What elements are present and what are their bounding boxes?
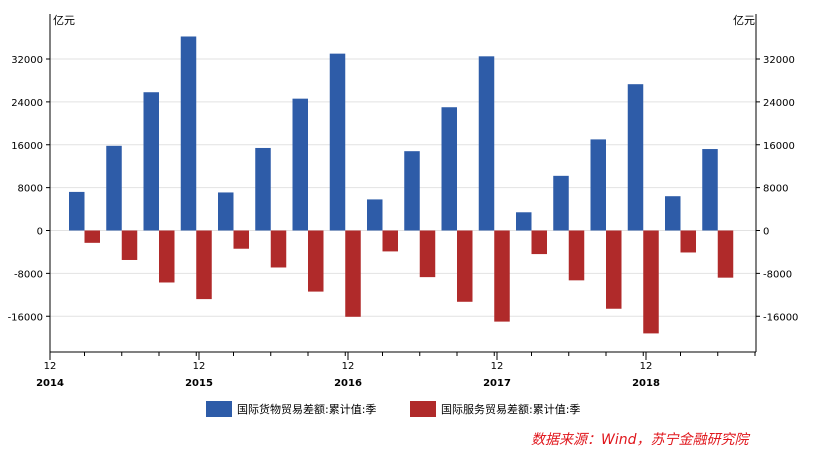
- year-label: 2018: [632, 378, 660, 389]
- goods-bar: [367, 199, 383, 231]
- x-tick-label: 12: [44, 361, 57, 372]
- goods-bar: [516, 212, 532, 231]
- legend-label-services: 国际服务贸易差额:累计值:季: [441, 402, 580, 416]
- y-tick-label-right: -8000: [763, 269, 792, 280]
- y-tick-label-right: 0: [763, 227, 769, 238]
- services-bar: [494, 230, 510, 322]
- goods-bar: [665, 196, 681, 231]
- services-bar: [308, 230, 324, 292]
- y-tick-label-right: 8000: [763, 184, 788, 195]
- y-tick-label-right: -16000: [763, 312, 798, 323]
- legend-swatch-services: [410, 401, 436, 417]
- goods-bar: [218, 192, 234, 231]
- goods-bar: [478, 56, 495, 231]
- legend-swatch-goods: [206, 401, 232, 417]
- goods-bar: [404, 151, 420, 231]
- year-label: 2015: [185, 378, 213, 389]
- legend-label-goods: 国际货物贸易差额:累计值:季: [237, 402, 376, 416]
- y-tick-label-left: 0: [37, 227, 43, 238]
- goods-bar: [702, 149, 718, 231]
- services-bar: [717, 230, 734, 278]
- services-bar: [345, 230, 361, 317]
- goods-bar: [590, 139, 606, 231]
- x-tick-label: 12: [193, 361, 206, 372]
- y-axis-unit-left: 亿元: [53, 14, 75, 27]
- year-label: 2016: [334, 378, 362, 389]
- goods-bar: [627, 84, 644, 231]
- services-bar: [457, 230, 473, 302]
- services-bar: [159, 230, 175, 283]
- y-tick-label-right: 32000: [763, 55, 795, 66]
- services-bar: [121, 230, 138, 260]
- goods-bar: [553, 175, 569, 231]
- y-tick-label-left: 16000: [11, 141, 43, 152]
- x-tick-label: 12: [491, 361, 504, 372]
- services-bar: [568, 230, 585, 281]
- services-bar: [643, 230, 659, 334]
- year-label: 2017: [483, 378, 511, 389]
- bars: [69, 36, 734, 334]
- goods-bar: [329, 53, 346, 231]
- y-tick-label-right: 16000: [763, 141, 795, 152]
- y-axis-unit-right: 亿元: [733, 14, 755, 27]
- services-bar: [233, 230, 249, 249]
- y-tick-label-left: 32000: [11, 55, 43, 66]
- services-bar: [84, 230, 100, 243]
- services-bar: [196, 230, 212, 300]
- year-label: 2014: [36, 378, 64, 389]
- y-tick-label-left: 24000: [11, 98, 43, 109]
- services-bar: [606, 230, 622, 309]
- goods-bar: [143, 92, 159, 231]
- goods-bar: [106, 145, 122, 231]
- axes: 32000 32000 24000 24000 16000 16000 8000 8000 0 0…: [8, 14, 798, 389]
- y-tick-label-left: -8000: [14, 269, 43, 280]
- goods-bar: [180, 36, 197, 231]
- y-tick-label-right: 24000: [763, 98, 795, 109]
- goods-bar: [255, 147, 271, 231]
- source-note: 数据来源：Wind，苏宁金融研究院: [531, 432, 750, 448]
- services-bar: [270, 230, 287, 268]
- goods-bar: [292, 98, 308, 231]
- legend: 国际货物贸易差额:累计值:季 国际服务贸易差额:累计值:季: [206, 401, 580, 417]
- x-tick-label: 12: [342, 361, 355, 372]
- goods-bar: [69, 191, 85, 231]
- services-bar: [419, 230, 436, 278]
- y-tick-label-left: -16000: [8, 312, 43, 323]
- y-tick-label-left: 8000: [18, 184, 43, 195]
- x-tick-label: 12: [640, 361, 653, 372]
- services-bar: [531, 230, 547, 255]
- services-bar: [680, 230, 696, 253]
- goods-bar: [441, 107, 457, 231]
- services-bar: [382, 230, 398, 252]
